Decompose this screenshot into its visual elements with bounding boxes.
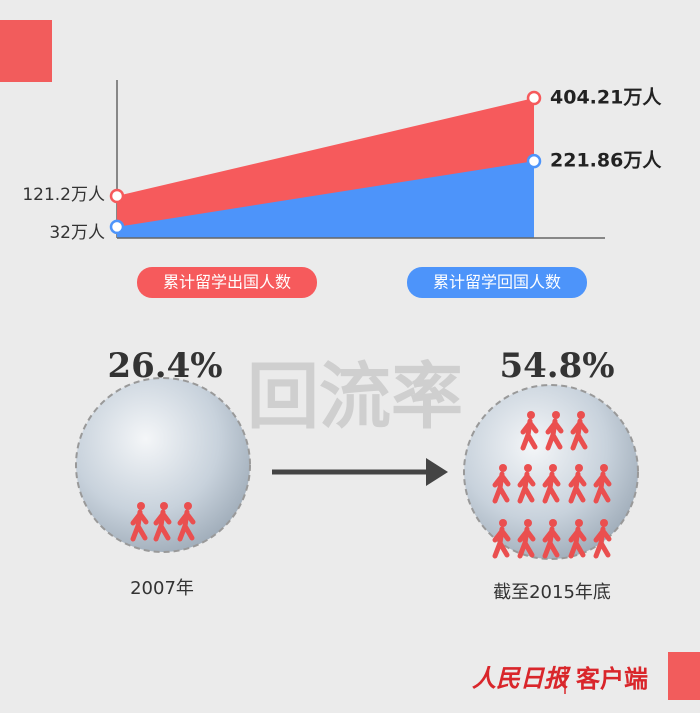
legend-label: 累计留学出国人数 [163,273,291,292]
legend-label: 累计留学回国人数 [433,273,561,292]
person-body [593,471,612,504]
person-icon [542,464,561,504]
person-head [575,519,583,527]
legend-pill [137,267,317,298]
person-icon [520,411,539,451]
person-icon [492,519,511,559]
corner-block [0,20,52,82]
person-head [527,411,535,419]
person-head [600,464,608,472]
person-icon [517,519,536,559]
person-icon [153,502,172,542]
value-label: 32万人 [49,223,105,243]
person-head [137,502,145,510]
person-head [160,502,168,510]
person-head [524,519,532,527]
person-head [499,519,507,527]
person-icon [177,502,196,542]
person-icon [130,502,149,542]
value-label: 121.2万人 [22,185,105,205]
person-head [577,411,585,419]
person-body [492,526,511,559]
person-icon [568,464,587,504]
channel: 客户端 [576,665,648,693]
person-head [549,519,557,527]
brand: 人民日报 [472,664,571,693]
person-body [177,509,196,542]
person-head [184,502,192,510]
person-body [520,418,539,451]
person-icon [517,464,536,504]
person-head [549,464,557,472]
point [109,188,125,204]
person-icon [492,464,511,504]
chart: 121.2万人 404.21万人 32万人 221.86万人 [22,87,662,243]
value-label: 221.86万人 [550,150,662,172]
legend-pill [407,267,587,298]
person-icon [545,411,564,451]
person-body [570,418,589,451]
arrow-head [426,458,448,486]
person-head [600,519,608,527]
person-icon [593,464,612,504]
person-body [545,418,564,451]
person-body [153,509,172,542]
corner-block [668,652,700,700]
area [117,161,534,238]
person-body [542,471,561,504]
person-icon [568,519,587,559]
person-body [517,471,536,504]
person-body [542,526,561,559]
person-body [568,471,587,504]
person-icon [542,519,561,559]
point [526,90,542,106]
person-head [575,464,583,472]
point [526,153,542,169]
person-head [552,411,560,419]
rate-title: 回流率 [247,355,463,439]
person-icon [570,411,589,451]
rate-caption: 2007年 [130,578,194,599]
value-label: 404.21万人 [550,87,662,109]
globe [75,377,251,553]
rate-percent: 26.4% [107,346,222,386]
person-body [593,526,612,559]
person-head [524,464,532,472]
person-body [130,509,149,542]
person-body [492,471,511,504]
point [109,219,125,235]
person-head [499,464,507,472]
person-body [568,526,587,559]
rate-percent: 54.8% [499,346,614,386]
rate-caption: 截至2015年底 [493,582,611,603]
people-icons [130,411,612,559]
person-icon [593,519,612,559]
person-body [517,526,536,559]
